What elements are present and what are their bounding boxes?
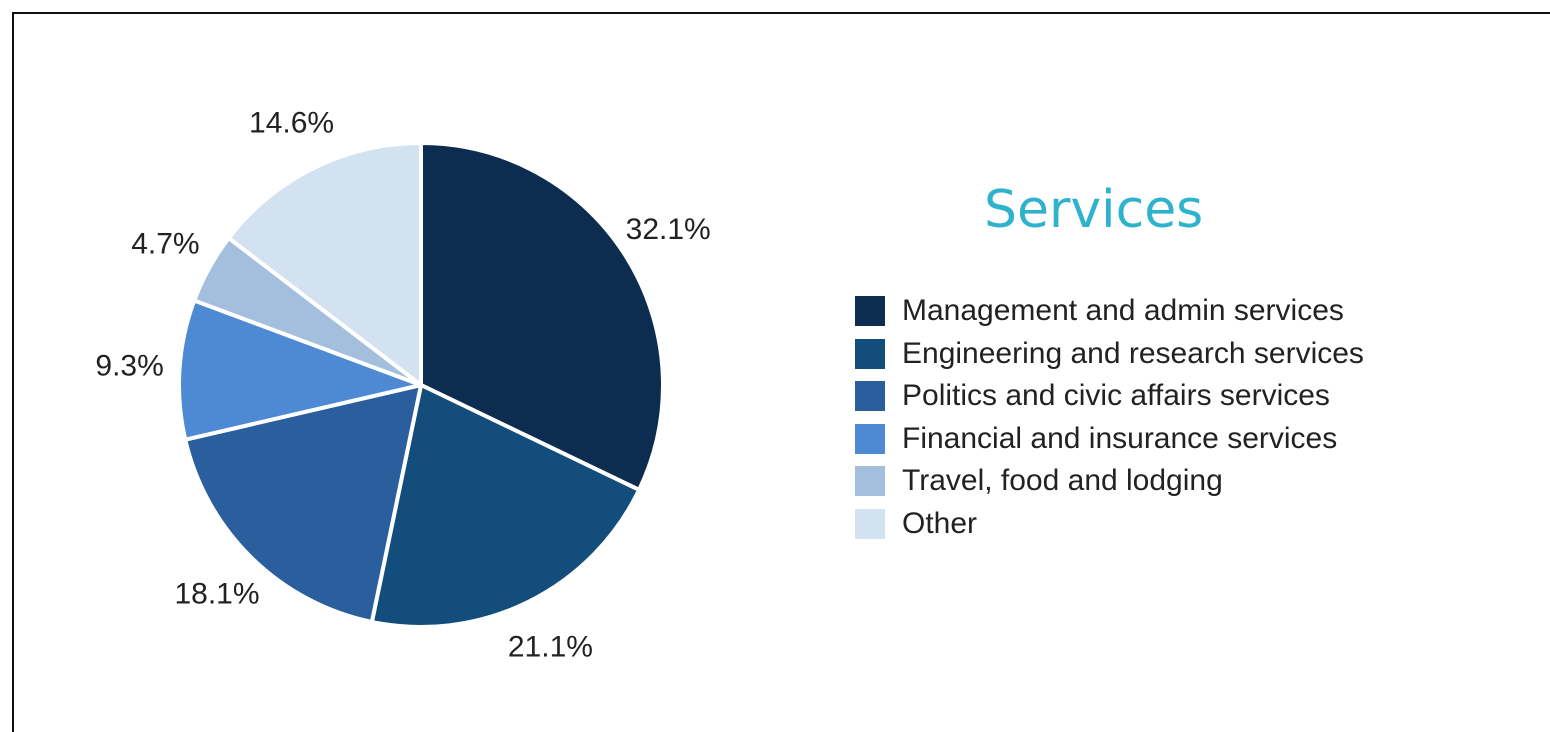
legend-label: Management and admin services: [902, 294, 1344, 328]
legend-item: Other: [855, 503, 1364, 546]
legend-swatch: [855, 466, 885, 497]
legend-label: Engineering and research services: [902, 336, 1364, 370]
legend-swatch: [855, 381, 885, 412]
legend-swatch: [855, 423, 885, 454]
legend-label: Travel, food and lodging: [902, 464, 1223, 498]
legend-item: Politics and civic affairs services: [855, 375, 1364, 418]
slice-percent-label: 14.6%: [249, 107, 334, 140]
slice-percent-label: 4.7%: [131, 227, 199, 260]
pie-slice: [177, 298, 423, 442]
legend-label: Financial and insurance services: [902, 421, 1338, 455]
pie-slice: [419, 141, 665, 492]
legend-swatch: [855, 508, 885, 539]
legend: Management and admin services Engineerin…: [855, 290, 1364, 545]
slice-percent-label: 9.3%: [95, 350, 163, 383]
pie-chart: 32.1% 21.1% 18.1% 9.3% 4.7% 14.6%: [95, 107, 711, 664]
legend-item: Financial and insurance services: [855, 418, 1364, 461]
chart-title: Services: [984, 180, 1204, 240]
slice-percent-label: 21.1%: [508, 630, 593, 663]
chart-frame: [12, 12, 1550, 732]
pie-slice: [226, 141, 423, 387]
legend-swatch: [855, 296, 885, 327]
legend-label: Politics and civic affairs services: [902, 379, 1330, 413]
legend-item: Management and admin services: [855, 290, 1364, 333]
legend-item: Travel, food and lodging: [855, 460, 1364, 503]
pie-slice: [183, 383, 423, 624]
legend-label: Other: [902, 506, 978, 540]
slice-percent-label: 18.1%: [174, 577, 259, 610]
legend-swatch: [855, 338, 885, 369]
pie-slice: [369, 383, 642, 629]
slice-percent-label: 32.1%: [626, 213, 711, 246]
legend-item: Engineering and research services: [855, 333, 1364, 376]
